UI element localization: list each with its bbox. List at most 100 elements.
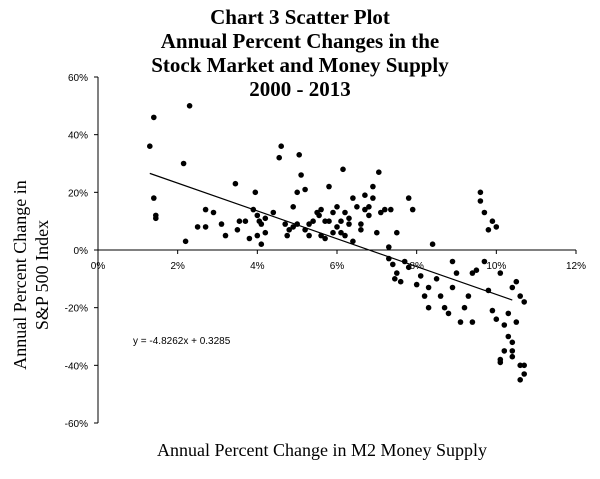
- data-point: [509, 353, 516, 360]
- x-tick-label: 4%: [250, 261, 265, 272]
- y-tick-label: -60%: [65, 419, 88, 430]
- data-point: [210, 209, 217, 216]
- data-point: [390, 261, 396, 268]
- data-point: [449, 284, 456, 291]
- data-point: [342, 232, 348, 239]
- data-point: [505, 310, 512, 317]
- data-point: [433, 276, 440, 282]
- data-point: [258, 221, 265, 227]
- x-tick-label: 0%: [91, 261, 106, 272]
- data-point: [489, 307, 496, 314]
- data-point: [342, 209, 348, 216]
- data-point: [278, 143, 285, 149]
- data-point: [477, 189, 484, 196]
- data-point: [441, 304, 448, 311]
- data-point: [477, 198, 484, 204]
- data-point: [457, 319, 464, 325]
- data-point: [394, 270, 400, 276]
- data-point: [322, 235, 328, 242]
- data-point: [513, 319, 520, 325]
- data-point: [465, 293, 472, 299]
- data-point: [405, 195, 412, 201]
- data-point: [286, 227, 293, 233]
- data-point: [513, 278, 520, 285]
- trendline-equation: y = -4.8262x + 0.3285: [133, 336, 231, 347]
- data-point: [521, 371, 527, 377]
- data-point: [437, 293, 444, 299]
- data-point: [310, 218, 316, 224]
- data-point: [358, 221, 364, 227]
- data-point: [517, 377, 523, 383]
- data-points: [147, 103, 527, 383]
- data-point: [258, 241, 265, 247]
- data-point: [306, 221, 312, 227]
- chart-title-line: Chart 3 Scatter Plot: [210, 5, 390, 29]
- y-tick-label: -40%: [65, 361, 88, 372]
- data-point: [338, 229, 344, 236]
- data-point: [340, 166, 346, 173]
- data-point: [421, 293, 428, 299]
- data-point: [417, 273, 424, 279]
- data-point: [509, 339, 516, 346]
- data-point: [374, 229, 380, 236]
- trendline-line: [149, 172, 513, 301]
- x-tick-label: 12%: [566, 261, 586, 272]
- data-point: [509, 284, 516, 291]
- data-point: [501, 348, 508, 354]
- chart-title-line: Stock Market and Money Supply: [151, 53, 449, 77]
- y-tick-label: 0%: [74, 246, 89, 257]
- data-point: [405, 264, 412, 271]
- data-point: [354, 204, 360, 210]
- data-point: [334, 224, 340, 230]
- data-point: [242, 218, 249, 224]
- data-point: [147, 143, 153, 149]
- data-point: [449, 258, 456, 265]
- data-point: [489, 218, 496, 224]
- data-point: [284, 232, 291, 239]
- data-point: [330, 229, 336, 236]
- data-point: [318, 206, 324, 213]
- data-point: [429, 241, 436, 247]
- data-point: [232, 180, 239, 187]
- data-point: [445, 310, 452, 317]
- data-point: [517, 293, 523, 299]
- data-point: [202, 206, 209, 213]
- data-point: [153, 215, 159, 222]
- data-point: [282, 221, 289, 227]
- data-point: [236, 218, 243, 224]
- data-point: [382, 206, 388, 213]
- data-point: [521, 362, 527, 369]
- data-point: [376, 169, 382, 175]
- data-point: [326, 183, 332, 190]
- data-point: [262, 215, 269, 222]
- y-tick-label: 60%: [68, 73, 88, 84]
- chart-title-line: Annual Percent Changes in the: [161, 29, 439, 53]
- data-point: [370, 183, 376, 190]
- data-point: [388, 206, 394, 213]
- data-point: [276, 154, 283, 161]
- data-point: [397, 278, 404, 285]
- x-axis-ticks: 0%2%4%6%8%10%12%: [91, 250, 586, 272]
- data-point: [254, 212, 261, 219]
- data-point: [409, 206, 416, 213]
- y-axis-title: Annual Percent Change in S&P 500 Index: [10, 180, 52, 369]
- data-point: [509, 348, 516, 354]
- data-point: [151, 114, 157, 121]
- data-point: [252, 189, 259, 196]
- data-point: [362, 192, 368, 198]
- y-axis-ticks: 60% 40% 20% 0% -20% -40% -60%: [65, 73, 98, 430]
- data-point: [262, 229, 269, 236]
- data-point: [366, 212, 372, 219]
- data-point: [234, 227, 241, 233]
- data-point: [306, 232, 312, 239]
- data-point: [392, 276, 398, 282]
- y-axis-title-line: S&P 500 Index: [32, 220, 52, 330]
- data-point: [298, 172, 304, 178]
- data-point: [481, 209, 488, 216]
- data-point: [326, 218, 332, 224]
- x-axis-title: Annual Percent Change in M2 Money Supply: [157, 440, 487, 460]
- data-point: [358, 227, 364, 233]
- data-point: [521, 299, 527, 305]
- data-point: [497, 359, 504, 366]
